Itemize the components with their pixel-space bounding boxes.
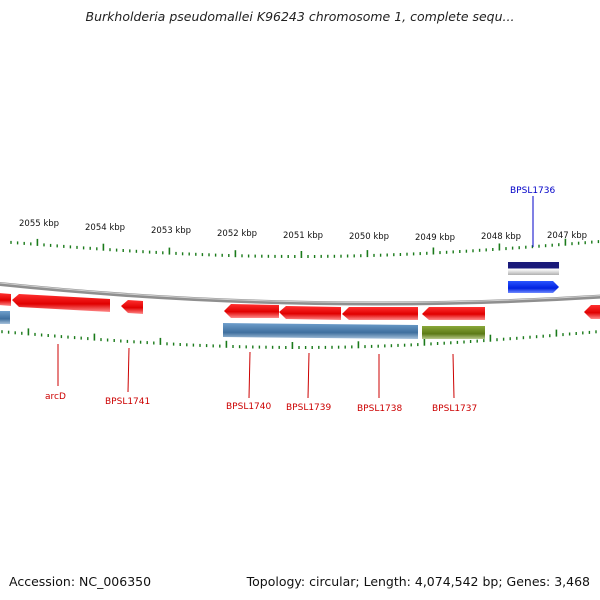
- cds-arrow-bpsl1741[interactable]: [121, 300, 143, 314]
- cds-arrow-arcd[interactable]: [12, 294, 110, 312]
- ruler-label: 2050 kbp: [349, 232, 389, 242]
- ruler-label: 2055 kbp: [19, 219, 59, 229]
- backbone-arc: [0, 282, 600, 306]
- cds-arrow-left-edge[interactable]: [0, 293, 11, 306]
- summary-text: Topology: circular; Length: 4,074,542 bp…: [246, 574, 590, 589]
- leader-bpsl1741: [127, 347, 130, 393]
- gene-labels: BPSL1736 arcD BPSL1741 BPSL1740 BPSL1739…: [45, 186, 556, 414]
- ruler-label: 2054 kbp: [85, 223, 125, 233]
- reverse-strand-genes: [0, 311, 485, 339]
- ruler-label: 2051 kbp: [283, 231, 323, 241]
- ruler-label: 2053 kbp: [151, 226, 191, 236]
- gene-arrow-bpsl1736[interactable]: [508, 281, 559, 293]
- feature-bar-navy[interactable]: [508, 262, 559, 275]
- ruler-label: 2052 kbp: [217, 229, 257, 239]
- backbone-arc-highlight: [0, 282, 600, 304]
- cds-arrow-bpsl1740[interactable]: [224, 304, 279, 318]
- ruler-label: 2047 kbp: [547, 231, 587, 241]
- cds-arrow-bpsl1737[interactable]: [422, 307, 485, 320]
- gene-bar-olive[interactable]: [422, 326, 485, 339]
- gene-label-bpsl1739[interactable]: BPSL1739: [286, 403, 332, 413]
- gene-label-bpsl1741[interactable]: BPSL1741: [105, 397, 150, 407]
- ruler-labels: 2055 kbp 2054 kbp 2053 kbp 2052 kbp 2051…: [19, 219, 587, 243]
- accession-text: Accession: NC_006350: [9, 574, 152, 589]
- ruler-label: 2049 kbp: [415, 233, 455, 243]
- leader-bpsl1737: [452, 353, 455, 399]
- outer-tick-row: [10, 238, 600, 258]
- cds-arrow-right-edge[interactable]: [584, 305, 600, 319]
- map-title: Burkholderia pseudomallei K96243 chromos…: [85, 9, 515, 24]
- gene-label-bpsl1736[interactable]: BPSL1736: [510, 186, 556, 196]
- gene-bar-steel[interactable]: [223, 323, 418, 339]
- reverse-strand-cds: [0, 293, 600, 320]
- gene-label-bpsl1737[interactable]: BPSL1737: [432, 404, 477, 414]
- cds-arrow-bpsl1739[interactable]: [279, 306, 341, 320]
- leader-bpsl1740: [248, 351, 251, 399]
- cds-arrow-bpsl1738[interactable]: [342, 307, 418, 320]
- leader-bpsl1739: [307, 352, 310, 399]
- gene-leader-lines: [57, 196, 534, 399]
- gene-label-bpsl1738[interactable]: BPSL1738: [357, 404, 403, 414]
- forward-strand-features: [508, 262, 559, 293]
- gene-bar-left-edge[interactable]: [0, 311, 10, 324]
- gene-label-bpsl1740[interactable]: BPSL1740: [226, 402, 272, 412]
- gene-label-arcd[interactable]: arcD: [45, 392, 66, 402]
- ruler-label: 2048 kbp: [481, 232, 521, 242]
- inner-tick-row: [1, 328, 597, 349]
